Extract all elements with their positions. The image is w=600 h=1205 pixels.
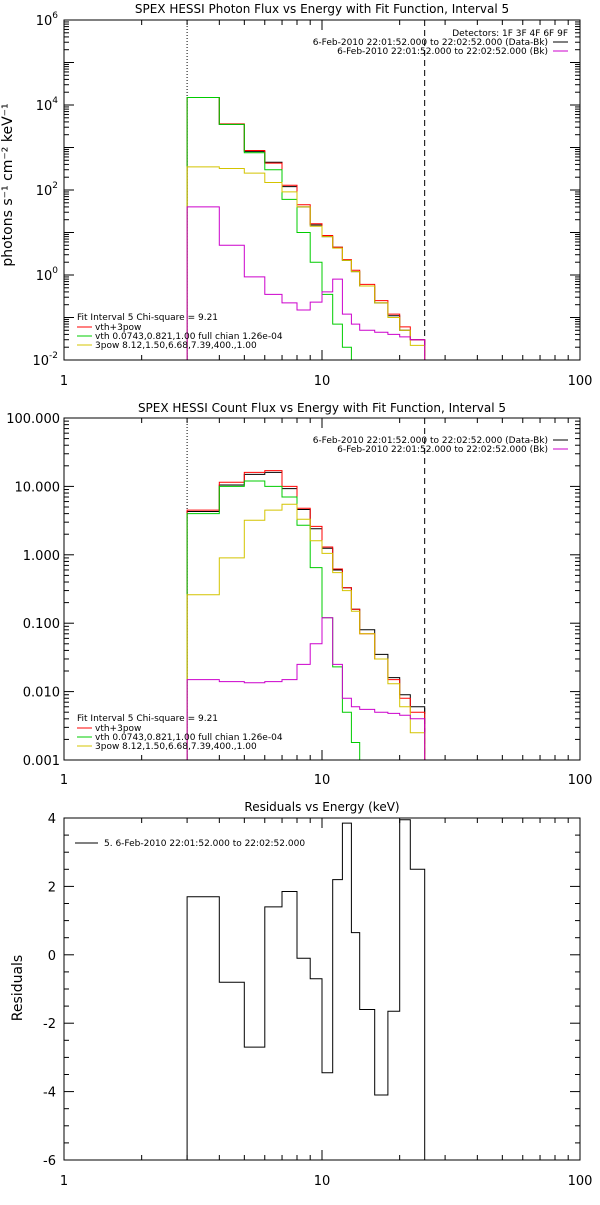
y-tick-label: 2 [48,880,56,895]
panel1-fit-range-lines [186,20,426,360]
panel2-series [186,470,426,760]
y-tick-label: 102 [36,181,58,199]
y-tick-label: 10.000 [15,480,61,495]
panel1-x-tick-label-1: 1 [60,374,68,389]
y-tick-label-base: 10 [36,99,53,114]
y-tick-label-exponent: 4 [52,96,58,106]
series-vth-3pow [186,97,426,360]
panel2-x-tick-label-1: 1 [60,773,68,788]
panel3-title: Residuals vs Energy (keV) [244,800,399,814]
y-tick-label: 0.100 [23,617,60,632]
panel1-plot-frame [63,19,581,361]
panel2-legend-vth: vth 0.0743,0.821,1.00 full chian 1.26e-0… [95,733,283,743]
y-tick-label-base: 10 [32,354,49,369]
series-5-6-feb-2010-22-01-52-000-to-22-02-52-000 [186,819,426,1160]
panel1-fit-info: Fit Interval 5 Chi-square = 9.21 [77,313,218,323]
y-tick-label: -6 [43,1154,56,1169]
panel1-legend-vth3pow: vth+3pow [95,323,141,333]
series-3pow [186,503,426,760]
y-tick-label: 4 [48,812,56,827]
y-tick-label-exponent: -2 [49,351,58,361]
panel1-legend-bk: 6-Feb-2010 22:01:52.000 to 22:02:52.000 … [337,47,548,57]
y-tick-label-exponent: 6 [52,11,58,21]
panel1-legend-3pow: 3pow 8.12,1.50,6.68,7.39,400.,1.00 [95,341,257,351]
y-tick-label: 104 [36,96,59,114]
series-3pow [186,166,426,360]
y-tick-label: 10-2 [32,351,58,369]
panel3-x-tick-label-1: 1 [60,1174,68,1189]
panel1-detectors: Detectors: 1F 3F 4F 6F 9F [452,29,568,39]
y-tick-label: 0.001 [23,754,60,769]
panel2-plot-frame [63,417,581,761]
y-tick-label-exponent: 0 [52,266,58,276]
panel1-x-tick-label-100: 100 [568,374,593,389]
panel3-legend-label: 5. 6-Feb-2010 22:01:52.000 to 22:02:52.0… [104,839,305,849]
residuals-panel: Residuals vs Energy (keV) Residuals -6 -4… [10,800,592,1189]
panel2-legend-3pow: 3pow 8.12,1.50,6.68,7.39,400.,1.00 [95,742,257,752]
series-6-feb-2010-22-01-52-000-to-22-02-52-000-bk [186,617,426,760]
panel2-legend-vth3pow: vth+3pow [95,724,141,734]
panel1-y-axis-label: photons s⁻¹ cm⁻² keV⁻¹ [0,103,16,266]
y-tick-label-base: 10 [36,269,53,284]
panel3-x-tick-label-10: 10 [314,1174,331,1189]
panel2-fit-range-lines [186,418,426,760]
series-6-feb-2010-22-01-52-000-to-22-02-52-000-data-bk [186,97,426,360]
y-tick-label: 0.010 [23,686,60,701]
panel1-x-tick-label-10: 10 [314,374,331,389]
panel3-x-tick-label-100: 100 [568,1174,593,1189]
y-tick-label-base: 10 [36,14,53,29]
panel3-y-axis-label: Residuals [10,955,26,1021]
photon-flux-panel: SPEX HESSI Photon Flux vs Energy with Fi… [0,2,592,389]
panel3-y-tick-labels: -6 -4 -2 0 2 4 [43,812,56,1169]
y-tick-label: -4 [43,1086,56,1101]
y-tick-label: -2 [43,1017,56,1032]
panel3-plot-frame [63,817,581,1161]
series-6-feb-2010-22-01-52-000-to-22-02-52-000-data-bk [186,471,426,760]
y-tick-label: 100 [36,266,59,284]
panel2-legend-data-bk: 6-Feb-2010 22:01:52.000 to 22:02:52.000 … [313,436,548,446]
y-tick-label: 0 [48,949,56,964]
panel1-ticks [63,20,580,361]
count-flux-panel: SPEX HESSI Count Flux vs Energy with Fit… [6,401,592,788]
panel1-legend-data-bk: 6-Feb-2010 22:01:52.000 to 22:02:52.000 … [313,38,548,48]
panel2-title: SPEX HESSI Count Flux vs Energy with Fit… [138,401,506,415]
panel2-legend-bk: 6-Feb-2010 22:01:52.000 to 22:02:52.000 … [337,445,548,455]
panel1-series [186,97,426,360]
y-tick-label: 1.000 [23,549,60,564]
panel2-x-tick-label-100: 100 [568,773,593,788]
series-vth [186,480,361,760]
y-tick-label: 106 [36,11,59,29]
panel1-title: SPEX HESSI Photon Flux vs Energy with Fi… [135,2,509,16]
series-vth-3pow [186,470,426,760]
series-6-feb-2010-22-01-52-000-to-22-02-52-000-bk [186,206,426,360]
panel2-ticks [63,418,580,761]
panel2-y-tick-labels: 0.001 0.010 0.100 1.000 10.000 100.000 [6,412,60,769]
y-tick-label: 100.000 [6,412,60,427]
y-tick-label-exponent: 2 [52,181,58,191]
y-tick-label-base: 10 [36,184,53,199]
panel3-series [186,819,426,1160]
series-vth [186,97,352,360]
panel2-fit-info: Fit Interval 5 Chi-square = 9.21 [77,714,218,724]
panel2-x-tick-label-10: 10 [314,773,331,788]
panel1-legend-vth: vth 0.0743,0.821,1.00 full chian 1.26e-0… [95,332,283,342]
